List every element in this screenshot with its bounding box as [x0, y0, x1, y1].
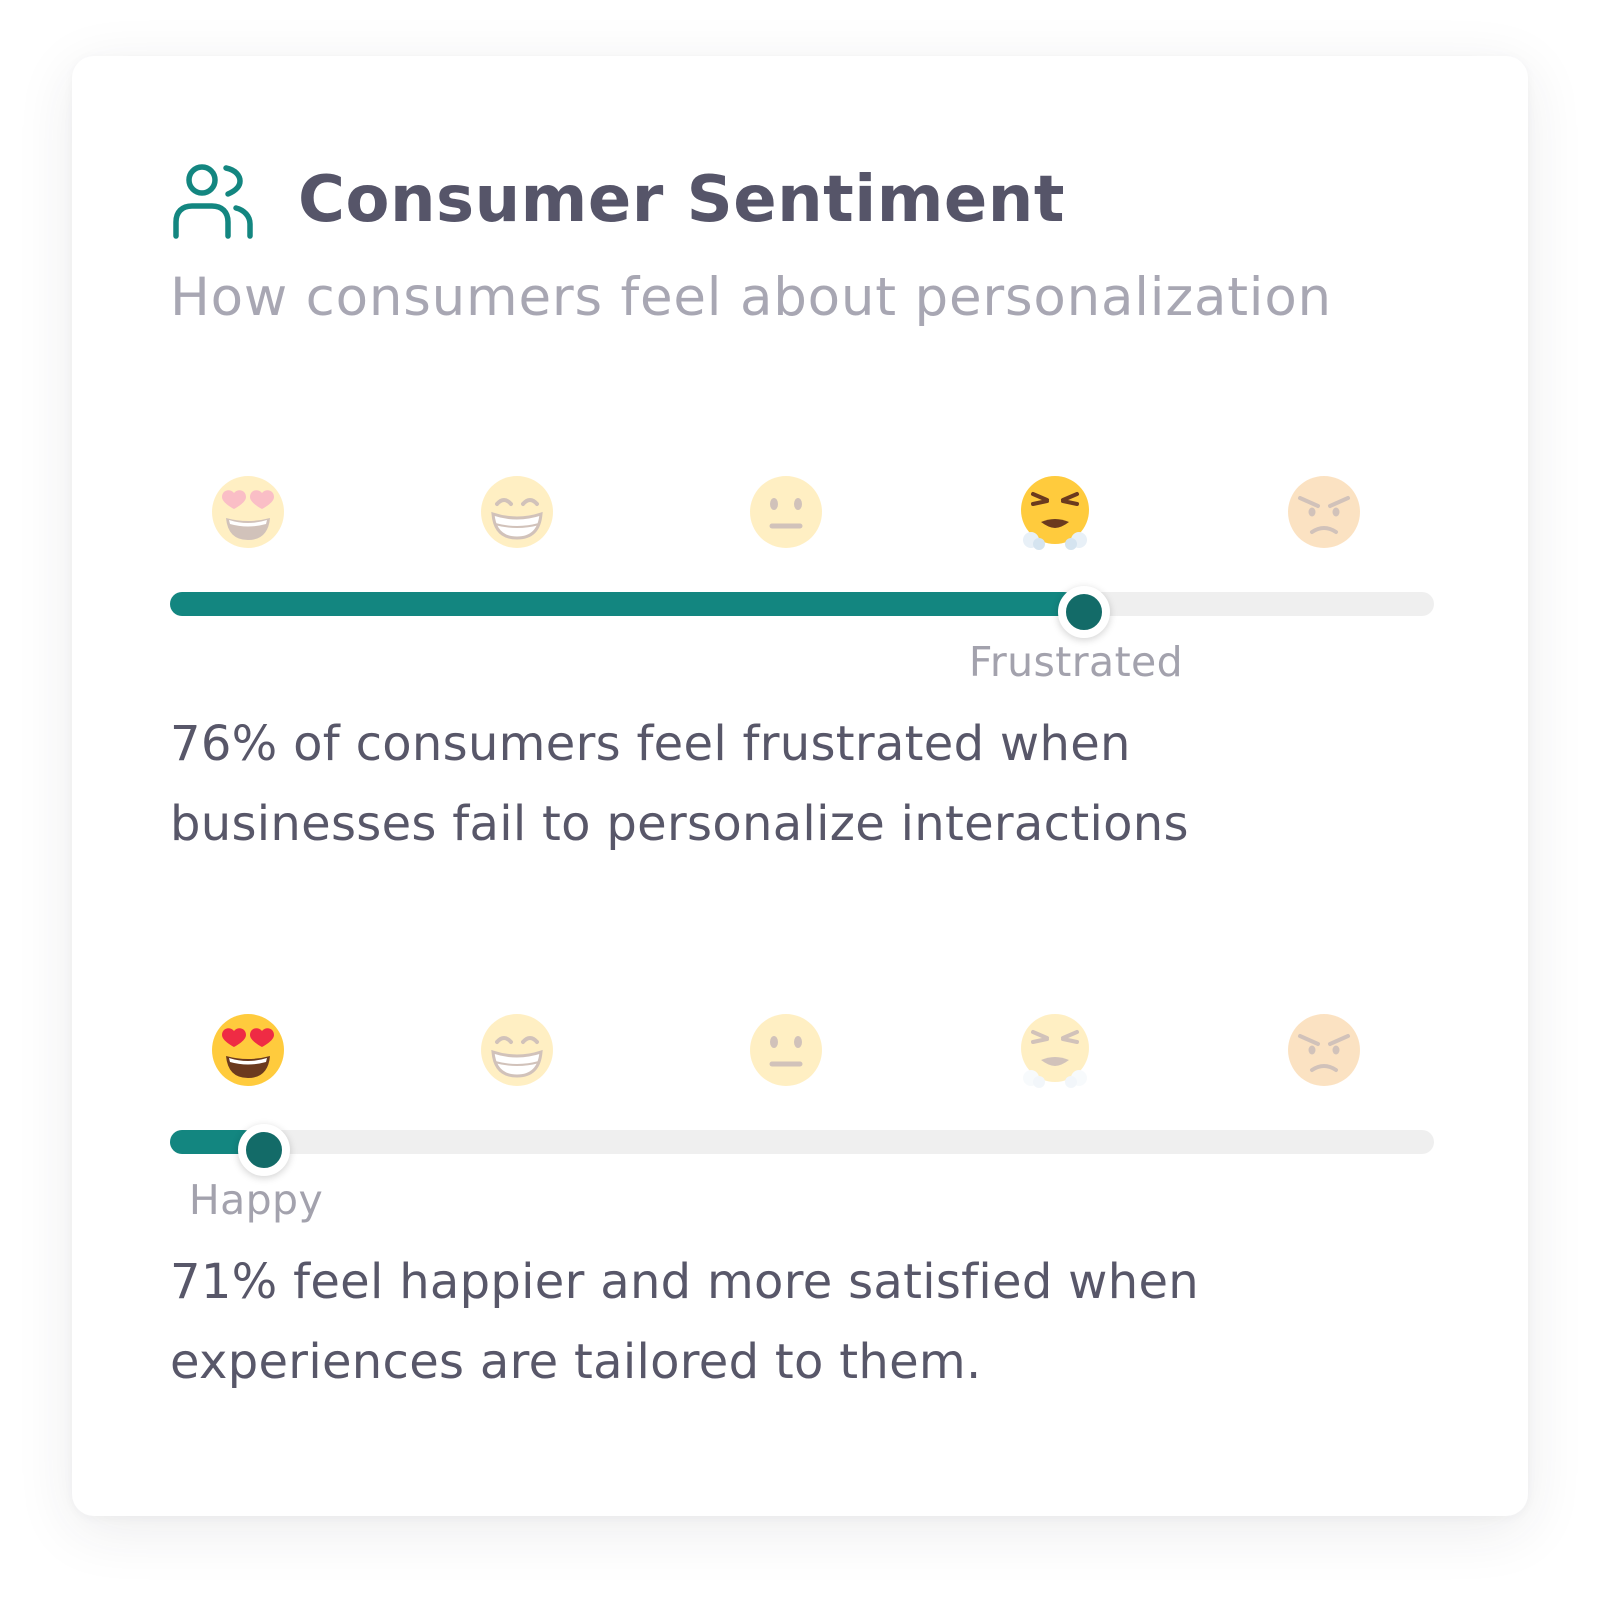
card-title: Consumer Sentiment — [298, 163, 1065, 237]
sentiment-slider-happy: Happy 71% feel happier and more satisfie… — [170, 1002, 1434, 1422]
users-icon — [173, 164, 253, 239]
level-label: Happy — [188, 1176, 324, 1224]
slider-fill — [170, 592, 1076, 616]
stat-line: businesses fail to personalize interacti… — [170, 796, 1189, 852]
steam-nose-emoji-icon — [1021, 1014, 1089, 1088]
card-subtitle: How consumers feel about personalization — [170, 267, 1332, 328]
stat-text: 76% of consumers feel frustrated when bu… — [170, 704, 1189, 864]
grinning-emoji-icon — [481, 476, 553, 548]
emoji-scale — [170, 464, 1434, 564]
stat-text: 71% feel happier and more satisfied when… — [170, 1242, 1199, 1402]
sentiment-slider-frustrated: Frustrated 76% of consumers feel frustra… — [170, 464, 1434, 884]
sentiment-card: Consumer Sentiment How consumers feel ab… — [72, 56, 1528, 1516]
angry-emoji-icon — [1288, 476, 1360, 548]
steam-nose-emoji-icon — [1021, 476, 1089, 550]
heart-eyes-emoji-icon — [212, 1014, 284, 1086]
neutral-emoji-icon — [750, 476, 822, 548]
heart-eyes-emoji-icon — [212, 476, 284, 548]
angry-emoji-icon — [1288, 1014, 1360, 1086]
stat-line: 71% feel happier and more satisfied when — [170, 1254, 1199, 1310]
level-label: Frustrated — [968, 638, 1184, 686]
slider-thumb[interactable] — [238, 1124, 290, 1176]
slider-track[interactable] — [170, 1130, 1434, 1154]
slider-thumb[interactable] — [1058, 586, 1110, 638]
grinning-emoji-icon — [481, 1014, 553, 1086]
neutral-emoji-icon — [750, 1014, 822, 1086]
stat-line: 76% of consumers feel frustrated when — [170, 716, 1131, 772]
emoji-scale — [170, 1002, 1434, 1102]
slider-track[interactable] — [170, 592, 1434, 616]
stat-line: experiences are tailored to them. — [170, 1334, 982, 1390]
